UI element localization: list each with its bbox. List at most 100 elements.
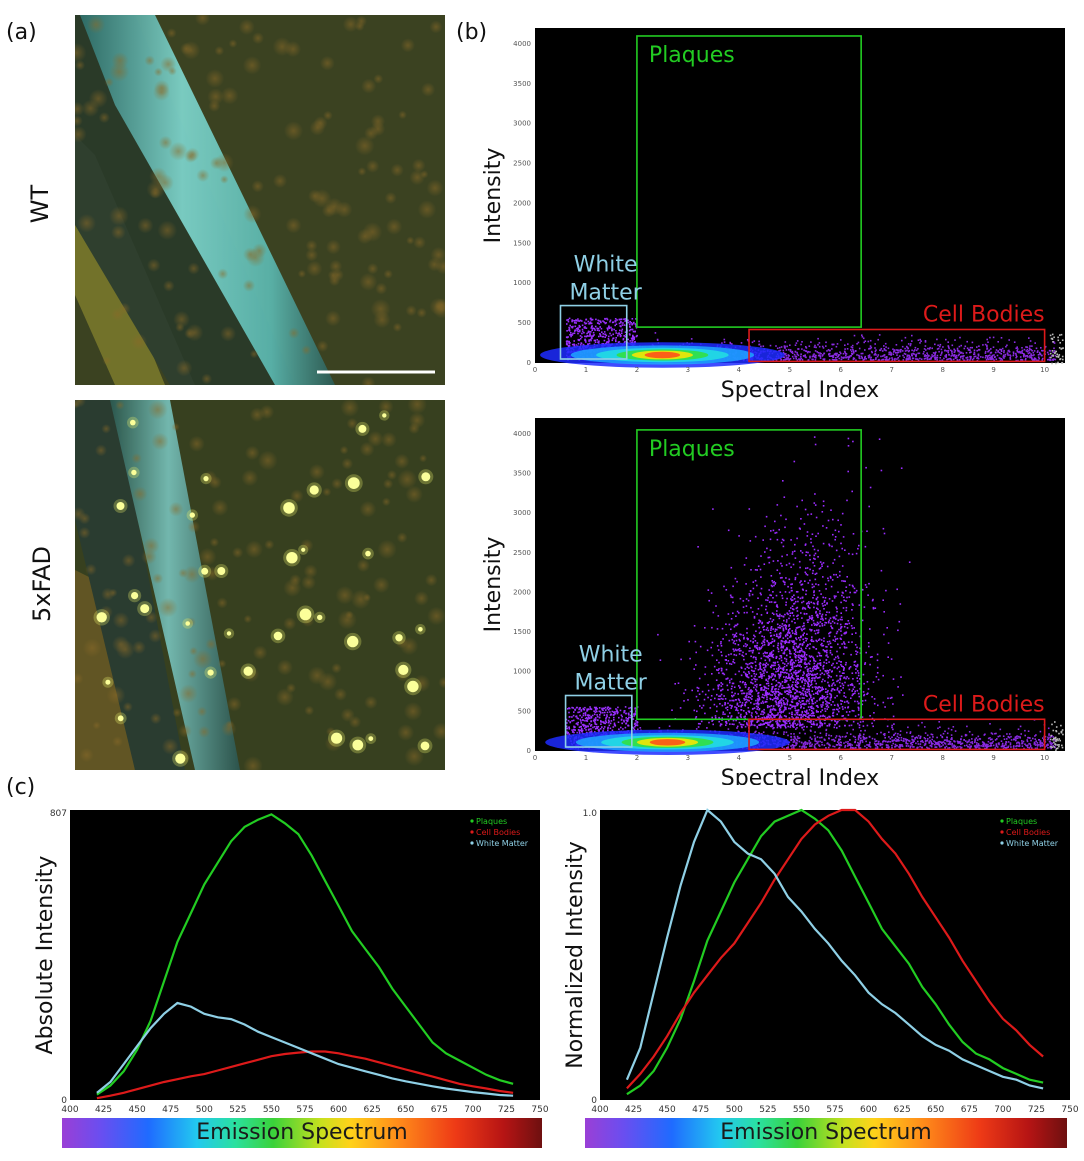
density-point <box>840 661 842 663</box>
density-point <box>928 747 930 750</box>
density-point <box>1033 743 1036 745</box>
tissue-speck <box>328 274 341 287</box>
density-point <box>810 541 812 544</box>
density-point <box>805 613 808 615</box>
density-point <box>601 331 603 333</box>
density-point <box>861 589 864 591</box>
density-point <box>1009 357 1011 359</box>
density-point <box>620 320 622 323</box>
density-point <box>879 744 882 747</box>
density-point <box>1004 742 1007 745</box>
density-point <box>823 352 825 355</box>
density-point <box>622 338 625 340</box>
density-point <box>577 717 579 720</box>
density-point <box>604 322 607 325</box>
density-point <box>1029 345 1031 347</box>
density-point <box>949 740 952 743</box>
density-point <box>569 721 572 723</box>
density-point <box>1034 359 1036 362</box>
density-point <box>755 630 757 632</box>
density-point <box>959 356 962 359</box>
density-point <box>945 739 947 741</box>
density-point <box>929 739 931 742</box>
density-point <box>776 668 778 670</box>
density-point <box>745 701 748 703</box>
density-point <box>751 712 753 714</box>
density-point <box>822 701 824 704</box>
density-point <box>765 690 767 692</box>
density-point <box>590 724 593 726</box>
density-point <box>987 745 990 748</box>
density-point <box>631 318 634 320</box>
density-point <box>867 356 870 359</box>
density-point <box>851 353 854 356</box>
density-point <box>791 352 794 354</box>
density-point <box>866 681 869 683</box>
density-point <box>699 723 701 725</box>
density-point <box>896 588 898 591</box>
density-point <box>796 727 798 729</box>
density-point <box>812 545 814 548</box>
density-point <box>902 737 905 740</box>
density-point <box>1034 744 1037 746</box>
density-point <box>1038 739 1040 741</box>
tissue-speck <box>171 422 180 432</box>
density-point <box>867 744 870 746</box>
density-point <box>899 734 902 736</box>
density-point <box>912 746 914 748</box>
density-point <box>909 742 912 745</box>
tissue-speck <box>405 485 423 503</box>
tissue-speck <box>216 597 228 609</box>
density-point <box>767 642 770 644</box>
tissue-speck <box>320 55 335 71</box>
density-point <box>977 735 980 738</box>
density-point <box>804 743 807 746</box>
density-point <box>840 741 842 744</box>
density-point <box>764 525 766 528</box>
density-point <box>837 354 840 356</box>
density-point <box>1047 358 1050 361</box>
density-point <box>970 741 972 744</box>
density-point <box>743 564 746 566</box>
density-point <box>842 592 844 594</box>
plaque-spot <box>185 621 190 626</box>
density-point <box>629 328 632 331</box>
density-point <box>807 359 809 361</box>
density-point <box>581 730 583 732</box>
density-point <box>756 644 758 647</box>
density-point <box>740 633 742 636</box>
density-point <box>772 672 774 675</box>
density-point <box>760 688 763 691</box>
density-point <box>580 729 583 732</box>
density-point <box>566 340 568 342</box>
density-point <box>815 355 817 357</box>
density-point <box>1015 356 1017 359</box>
density-point <box>755 690 758 692</box>
density-point <box>614 713 616 715</box>
density-point <box>599 334 602 336</box>
tissue-speck <box>426 179 444 197</box>
density-point <box>883 349 886 351</box>
density-point <box>745 583 747 585</box>
density-point <box>889 351 891 353</box>
density-point <box>988 349 991 352</box>
density-point <box>1057 356 1060 358</box>
density-point <box>784 358 786 360</box>
density-point <box>1031 359 1034 361</box>
density-point <box>910 745 912 748</box>
density-point <box>983 742 986 745</box>
density-point <box>819 352 821 354</box>
density-point <box>835 354 837 356</box>
tissue-speck <box>141 548 157 565</box>
density-point <box>990 743 992 745</box>
density-point <box>1034 357 1037 360</box>
density-point <box>924 742 926 745</box>
tissue-speck <box>85 563 97 576</box>
density-point <box>817 354 820 357</box>
density-point <box>919 338 921 341</box>
density-point <box>946 350 948 352</box>
density-point <box>998 351 1001 354</box>
density-point <box>898 355 901 357</box>
density-point <box>905 358 908 361</box>
tissue-speck <box>243 205 262 224</box>
